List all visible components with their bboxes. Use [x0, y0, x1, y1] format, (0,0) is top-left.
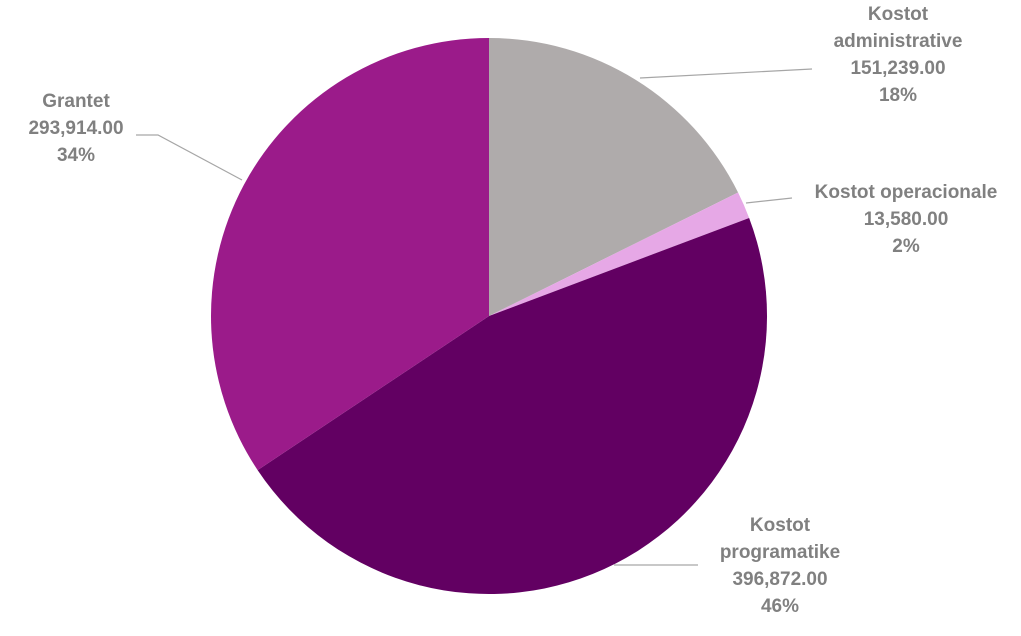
- slice-name: Kostot operacionale: [815, 182, 998, 203]
- slice-value: 293,914.00: [28, 118, 123, 139]
- data-label-1: Kostot administrative 151,239.00 18%: [834, 4, 963, 106]
- pie-slice-1: [489, 38, 739, 316]
- slice-name: Kostot: [750, 515, 811, 536]
- slice-name: Grantet: [42, 91, 110, 112]
- slice-percent: 2%: [892, 236, 920, 257]
- pie-slice-2: [489, 192, 750, 316]
- data-labels: Kostot administrative 151,239.00 18% Kostot …: [28, 4, 997, 617]
- slice-value: 13,580.00: [864, 209, 949, 230]
- leader-lines: [136, 68, 813, 566]
- pie-slice-3: [257, 217, 768, 595]
- slice-percent: 34%: [57, 145, 95, 166]
- pie-slice-4: [210, 37, 489, 471]
- data-label-2: Kostot operacionale 13,580.00 2%: [815, 182, 998, 257]
- slice-value: 396,872.00: [732, 569, 827, 590]
- slice-percent: 18%: [879, 85, 917, 106]
- slice-value: 151,239.00: [850, 58, 945, 79]
- data-label-4: Grantet 293,914.00 34%: [28, 91, 123, 166]
- slice-name: administrative: [834, 31, 963, 52]
- slice-name: Kostot: [868, 4, 929, 25]
- leader-line-4: [136, 134, 243, 181]
- leader-line-2: [745, 197, 793, 204]
- pie-slices: [210, 37, 768, 595]
- leader-line-1: [639, 68, 813, 79]
- slice-name: programatike: [720, 542, 840, 563]
- data-label-3: Kostot programatike 396,872.00 46%: [720, 515, 840, 617]
- slice-percent: 46%: [761, 596, 799, 617]
